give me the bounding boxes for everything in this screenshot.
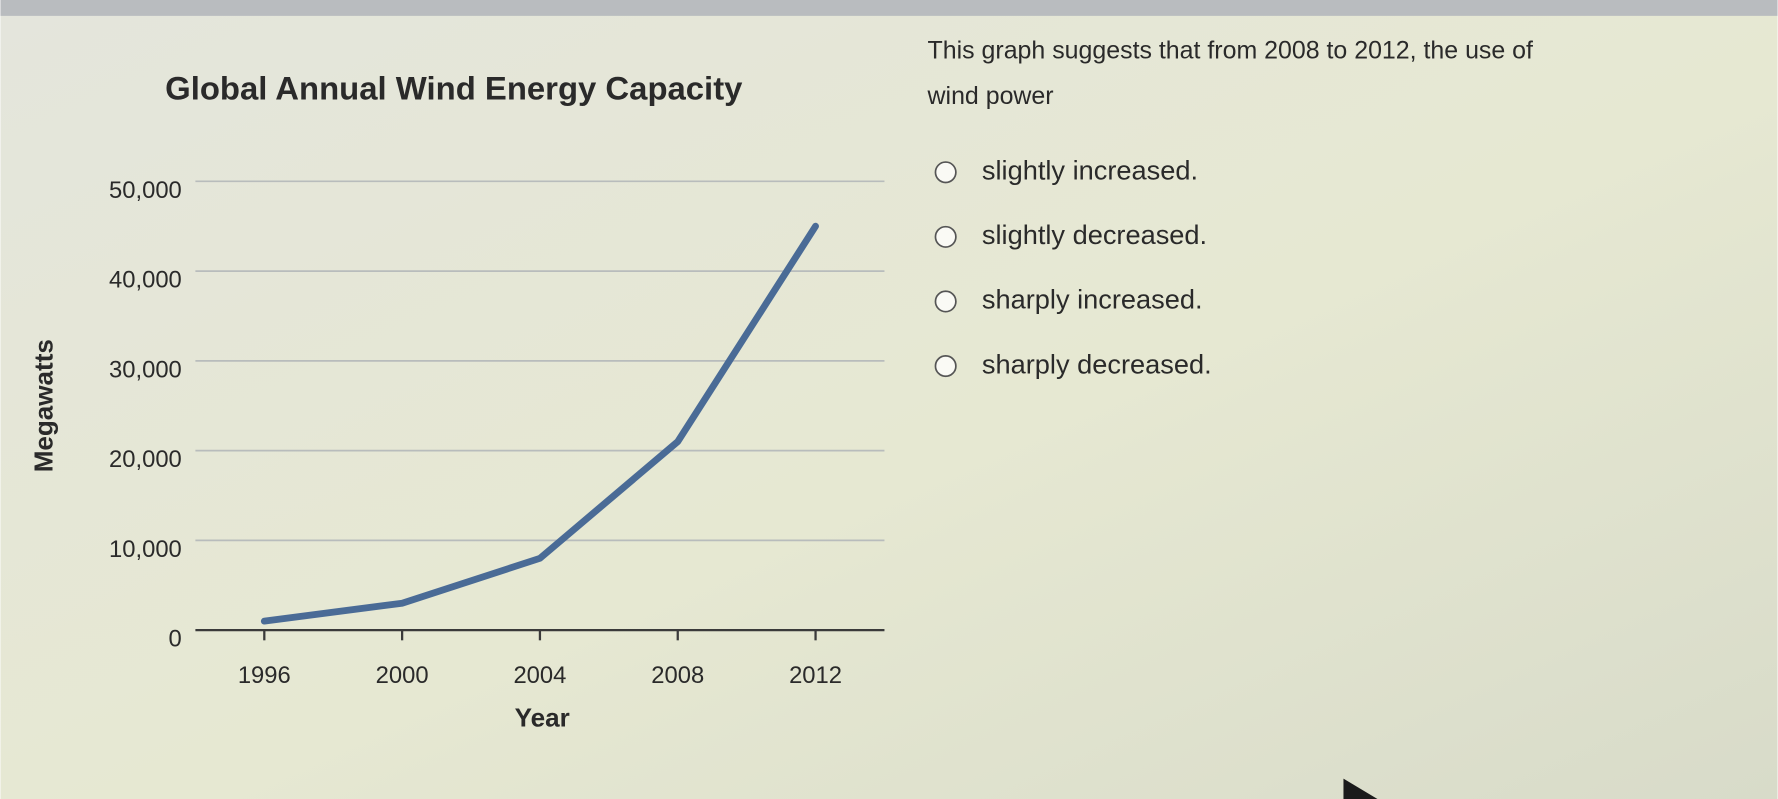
x-tick-label: 2008 <box>651 662 704 689</box>
x-tick-label: 1996 <box>238 662 291 689</box>
answer-option[interactable]: sharply increased. <box>934 284 1203 315</box>
question-prompt: This graph suggests that from 2008 to 20… <box>928 37 1534 65</box>
answer-option[interactable]: slightly increased. <box>934 154 1198 185</box>
radio-button[interactable] <box>934 161 957 184</box>
option-label[interactable]: sharply increased. <box>982 284 1203 315</box>
option-label[interactable]: sharply decreased. <box>982 348 1212 379</box>
radio-button[interactable] <box>934 355 957 378</box>
y-tick-label: 0 <box>169 626 182 653</box>
answer-option[interactable]: sharply decreased. <box>934 348 1212 379</box>
chart: 0 10,000 20,000 30,000 40,000 50,000 1996 2000 2… <box>109 177 885 689</box>
y-tick-label: 40,000 <box>109 267 182 294</box>
option-label[interactable]: slightly decreased. <box>982 219 1207 250</box>
answer-options: slightly increased. slightly decreased. sh… <box>934 154 1212 379</box>
answer-option[interactable]: slightly decreased. <box>934 219 1207 250</box>
y-tick-label: 20,000 <box>109 446 182 473</box>
question-prompt: wind power <box>927 82 1054 110</box>
y-axis-label: Megawatts <box>29 339 59 472</box>
y-tick-label: 10,000 <box>109 536 182 563</box>
radio-button[interactable] <box>934 225 957 248</box>
chart-title: Global Annual Wind Energy Capacity <box>165 69 743 106</box>
x-tick-label: 2000 <box>376 662 429 689</box>
x-axis-label: Year <box>515 703 570 733</box>
x-tick-label: 2004 <box>513 662 566 689</box>
y-tick-label: 50,000 <box>109 177 182 204</box>
x-tick-label: 2012 <box>789 662 842 689</box>
data-line <box>260 222 819 625</box>
radio-button[interactable] <box>934 290 957 313</box>
y-tick-label: 30,000 <box>109 356 182 383</box>
top-bar <box>0 0 1778 16</box>
option-label[interactable]: slightly increased. <box>982 154 1198 185</box>
